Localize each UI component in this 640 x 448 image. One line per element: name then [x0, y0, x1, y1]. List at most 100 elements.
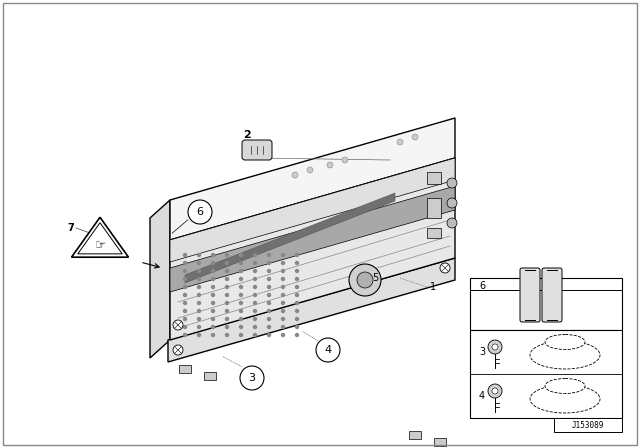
- Circle shape: [268, 285, 271, 289]
- Circle shape: [239, 302, 243, 305]
- Circle shape: [184, 270, 186, 272]
- Circle shape: [327, 162, 333, 168]
- FancyBboxPatch shape: [520, 268, 540, 322]
- Circle shape: [225, 285, 228, 289]
- Circle shape: [268, 293, 271, 297]
- Circle shape: [184, 285, 186, 289]
- Circle shape: [184, 310, 186, 313]
- Circle shape: [211, 302, 214, 305]
- Circle shape: [296, 326, 298, 328]
- Circle shape: [239, 333, 243, 336]
- Circle shape: [296, 318, 298, 320]
- Circle shape: [198, 302, 200, 305]
- Circle shape: [296, 254, 298, 257]
- Circle shape: [492, 344, 498, 350]
- Circle shape: [268, 302, 271, 305]
- Circle shape: [282, 277, 285, 280]
- Text: 3: 3: [248, 373, 255, 383]
- Bar: [434, 438, 446, 446]
- Bar: [204, 372, 216, 380]
- Text: 3: 3: [479, 347, 485, 357]
- Circle shape: [198, 310, 200, 313]
- Polygon shape: [185, 193, 395, 283]
- Circle shape: [211, 293, 214, 297]
- Ellipse shape: [545, 379, 585, 393]
- Polygon shape: [78, 223, 122, 254]
- Circle shape: [268, 254, 271, 257]
- Circle shape: [253, 254, 257, 257]
- Circle shape: [184, 326, 186, 328]
- Circle shape: [296, 270, 298, 272]
- Circle shape: [268, 270, 271, 272]
- Circle shape: [253, 318, 257, 320]
- Circle shape: [225, 310, 228, 313]
- Circle shape: [211, 285, 214, 289]
- Circle shape: [296, 310, 298, 313]
- Circle shape: [239, 262, 243, 264]
- Text: 7: 7: [67, 223, 74, 233]
- Circle shape: [253, 293, 257, 297]
- Circle shape: [239, 310, 243, 313]
- Circle shape: [268, 318, 271, 320]
- Circle shape: [225, 326, 228, 328]
- Text: 5: 5: [372, 273, 378, 283]
- Circle shape: [268, 333, 271, 336]
- Circle shape: [211, 318, 214, 320]
- Circle shape: [239, 318, 243, 320]
- Circle shape: [211, 326, 214, 328]
- Circle shape: [488, 384, 502, 398]
- Circle shape: [184, 333, 186, 336]
- Circle shape: [225, 333, 228, 336]
- Circle shape: [316, 338, 340, 362]
- Circle shape: [225, 318, 228, 320]
- Circle shape: [268, 277, 271, 280]
- Circle shape: [239, 285, 243, 289]
- Circle shape: [296, 277, 298, 280]
- Circle shape: [198, 277, 200, 280]
- Polygon shape: [170, 186, 455, 292]
- Circle shape: [296, 333, 298, 336]
- Circle shape: [282, 262, 285, 264]
- Circle shape: [282, 270, 285, 272]
- Polygon shape: [72, 217, 129, 257]
- Circle shape: [225, 293, 228, 297]
- Circle shape: [198, 326, 200, 328]
- Circle shape: [211, 310, 214, 313]
- Circle shape: [239, 254, 243, 257]
- Circle shape: [253, 285, 257, 289]
- Circle shape: [292, 172, 298, 178]
- Ellipse shape: [530, 385, 600, 413]
- Circle shape: [253, 333, 257, 336]
- Circle shape: [239, 326, 243, 328]
- Circle shape: [253, 302, 257, 305]
- Ellipse shape: [545, 335, 585, 349]
- Polygon shape: [170, 158, 455, 340]
- Bar: [554, 418, 622, 432]
- Text: ☞: ☞: [94, 240, 106, 253]
- Circle shape: [268, 326, 271, 328]
- Circle shape: [198, 262, 200, 264]
- Circle shape: [184, 254, 186, 257]
- Circle shape: [240, 366, 264, 390]
- Circle shape: [173, 345, 183, 355]
- Bar: [427, 228, 441, 238]
- Circle shape: [184, 318, 186, 320]
- Circle shape: [198, 333, 200, 336]
- Polygon shape: [168, 258, 455, 362]
- Circle shape: [211, 262, 214, 264]
- Text: 1: 1: [430, 282, 436, 292]
- Circle shape: [198, 285, 200, 289]
- Text: J153089: J153089: [572, 421, 604, 430]
- Circle shape: [253, 270, 257, 272]
- Circle shape: [268, 262, 271, 264]
- Circle shape: [282, 293, 285, 297]
- Circle shape: [342, 157, 348, 163]
- Circle shape: [188, 200, 212, 224]
- Circle shape: [198, 270, 200, 272]
- Circle shape: [184, 262, 186, 264]
- Circle shape: [253, 310, 257, 313]
- Circle shape: [282, 333, 285, 336]
- Bar: [409, 431, 421, 439]
- Circle shape: [225, 270, 228, 272]
- Circle shape: [184, 293, 186, 297]
